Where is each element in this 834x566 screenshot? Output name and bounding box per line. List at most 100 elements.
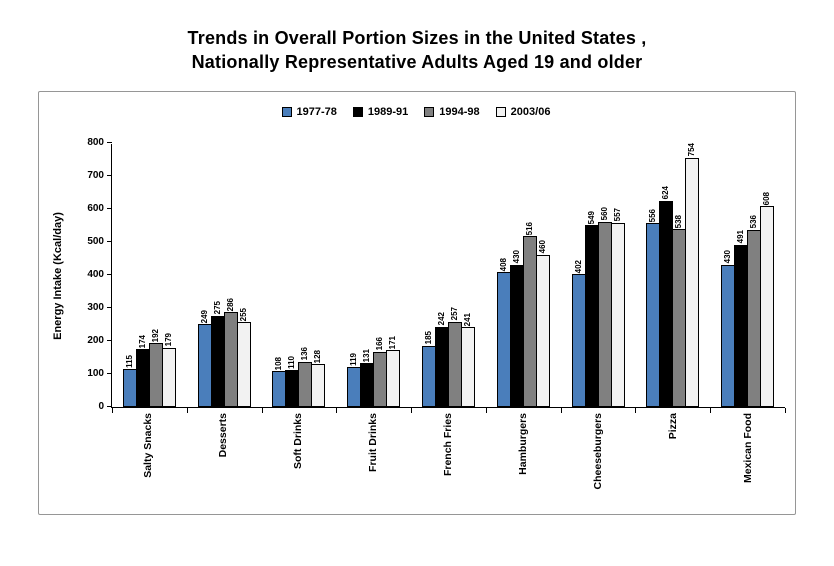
bar-series-1977-78: 108 <box>272 357 287 407</box>
bar-value-label: 624 <box>661 186 671 200</box>
bar-value-label: 249 <box>199 310 209 324</box>
bar-series-1989-91: 491 <box>734 230 749 407</box>
category-label: Salty Snacks <box>142 412 155 478</box>
plot-row: Energy Intake (Kcal/day) 0 100 200 300 400 50… <box>47 137 786 516</box>
category-cell: Hamburgers <box>485 408 560 516</box>
bar-series-2003/06: 179 <box>161 333 176 407</box>
x-tick-mark <box>112 407 113 413</box>
chart-title-line1: Trends in Overall Portion Sizes in the U… <box>187 28 647 48</box>
x-tick-mark <box>336 407 338 413</box>
bar-series-1994-98: 166 <box>373 337 388 407</box>
bar-series-2003/06: 460 <box>535 240 550 407</box>
category-label: Mexican Food <box>741 412 754 483</box>
chart-title-line2: Nationally Representative Adults Aged 19… <box>191 52 643 73</box>
bar-series-1989-91: 549 <box>584 211 599 407</box>
chart-area: 1977-78 1989-91 1994-98 2003/06 Energy Inta… <box>38 90 796 516</box>
legend-label: 2003/06 <box>510 105 551 118</box>
bar-series-1994-98: 516 <box>522 222 537 407</box>
x-tick-mark <box>411 407 413 413</box>
bar-series-1989-91: 110 <box>285 356 300 407</box>
y-tick-label: 600 <box>87 202 104 214</box>
plot-wrap: 0 100 200 300 400 500 600 700 800 115 174 192 179 249… <box>87 137 786 516</box>
bar-series-1989-91: 624 <box>659 186 674 407</box>
bar-series-2003/06: 241 <box>461 313 476 407</box>
bar-series-1989-91: 131 <box>360 349 375 407</box>
bar-series-1989-91: 430 <box>509 250 524 407</box>
bar-value-label: 402 <box>573 259 583 273</box>
bar-value-label: 556 <box>648 208 658 223</box>
y-axis: Energy Intake (Kcal/day) <box>47 144 69 408</box>
y-tick-mark <box>107 174 112 176</box>
bar-series-1977-78: 556 <box>646 209 661 407</box>
bar-value-label: 430 <box>723 250 733 264</box>
bar-value-label: 110 <box>287 356 297 370</box>
y-tick-label: 700 <box>87 169 104 181</box>
bar-value-label: 192 <box>150 328 160 343</box>
bar-value-label: 166 <box>375 337 385 351</box>
bar-group: 249 275 286 255 <box>187 144 262 407</box>
y-tick-label: 200 <box>87 334 104 346</box>
category-label: Soft Drinks <box>292 412 305 469</box>
legend-swatch-icon <box>352 106 363 117</box>
bar-series-2003/06: 608 <box>760 192 775 407</box>
bar-series-1977-78: 115 <box>122 355 137 407</box>
category-label: Fruit Drinks <box>367 412 380 472</box>
category-label: Cheeseburgers <box>591 412 604 490</box>
bar-series-1994-98: 257 <box>448 307 463 407</box>
category-label: French Fries <box>442 412 454 476</box>
bar-value-label: 179 <box>163 333 173 347</box>
x-tick-mark <box>785 407 786 413</box>
legend-label: 1989-91 <box>367 105 409 118</box>
bar-value-label: 136 <box>300 347 310 361</box>
bar-group: 115 174 192 179 <box>112 144 187 407</box>
bar-series-1994-98: 536 <box>747 215 762 407</box>
category-cell: Salty Snacks <box>111 408 186 516</box>
bar-value-label: 491 <box>736 230 746 244</box>
bar-series-1977-78: 408 <box>496 258 511 407</box>
bar-value-label: 255 <box>238 308 248 322</box>
bar-value-label: 241 <box>463 312 473 327</box>
category-label: Pizza <box>666 412 679 439</box>
bar-series-1989-91: 174 <box>135 335 150 407</box>
bar-series-2003/06: 754 <box>685 143 700 407</box>
bar-value-label: 275 <box>212 301 222 315</box>
category-cell: French Fries <box>411 408 486 516</box>
category-axis: Salty Snacks Desserts Soft Drinks Fruit Dri… <box>111 408 785 516</box>
legend-swatch-icon <box>281 106 292 117</box>
bar-series-1994-98: 560 <box>597 207 612 407</box>
bar-value-label: 115 <box>124 354 134 368</box>
category-label: Desserts <box>217 412 230 457</box>
x-tick-mark <box>186 407 188 413</box>
x-tick-mark <box>261 407 263 413</box>
bar-value-label: 119 <box>349 353 359 367</box>
bar-value-label: 754 <box>687 143 697 157</box>
y-tick-mark <box>107 240 112 242</box>
bar-value-label: 257 <box>450 307 460 321</box>
bar-value-label: 171 <box>388 335 398 350</box>
category-label: Hamburgers <box>516 412 529 475</box>
bar-group: 430 491 536 608 <box>710 144 785 407</box>
category-cell: Cheeseburgers <box>560 408 635 516</box>
x-tick-mark <box>635 407 637 413</box>
y-tick-label: 0 <box>98 400 104 412</box>
bar-value-label: 242 <box>437 312 447 326</box>
category-cell: Soft Drinks <box>261 408 336 516</box>
bar-series-1994-98: 192 <box>148 329 163 407</box>
bar-series-2003/06: 128 <box>311 350 326 407</box>
y-tick-label: 800 <box>87 136 104 148</box>
y-tick-mark <box>107 207 112 209</box>
y-tick-label: 500 <box>87 235 104 247</box>
plot-area: 0 100 200 300 400 500 600 700 800 115 174 192 179 249… <box>87 137 786 413</box>
bar-series-2003/06: 255 <box>236 308 251 407</box>
x-tick-mark <box>710 407 712 413</box>
y-tick-mark <box>107 372 112 374</box>
bar-value-label: 286 <box>225 297 235 312</box>
bar-series-1989-91: 242 <box>435 312 450 407</box>
bar-group: 556 624 538 754 <box>635 143 710 407</box>
bar-series-1977-78: 249 <box>197 310 212 407</box>
category-cell: Mexican Food <box>710 408 785 516</box>
legend-item: 1989-91 <box>352 105 409 118</box>
bar-value-label: 608 <box>762 191 772 205</box>
bar-value-label: 174 <box>137 334 147 349</box>
